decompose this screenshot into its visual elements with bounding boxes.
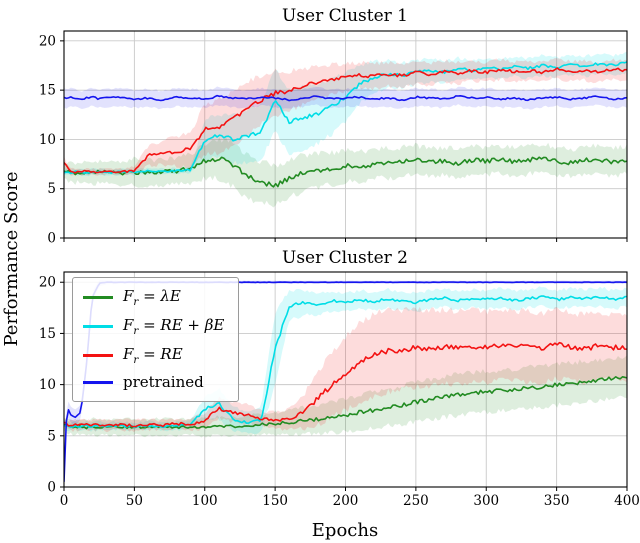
legend: Fr = λE Fr = RE + βE Fr = RE pretrained: [72, 277, 240, 402]
x-tick-label: 100: [192, 493, 218, 509]
line-fr-re: [64, 67, 627, 174]
x-tick-label: 300: [473, 493, 499, 509]
x-tick-label: 350: [544, 493, 570, 509]
x-tick-label: 150: [262, 493, 288, 509]
x-tick-label: 250: [403, 493, 429, 509]
y-tick-label: 5: [47, 428, 56, 444]
legend-label-fr-re-beta-e: Fr = RE + βE: [123, 315, 225, 337]
legend-item: Fr = RE + βE: [83, 315, 224, 339]
x-axis-label: Epochs: [312, 520, 378, 541]
y-tick-label: 0: [47, 231, 56, 247]
x-tick-label: 200: [333, 493, 359, 509]
legend-swatch-fr-re: [83, 353, 113, 357]
x-tick-label: 50: [126, 493, 143, 509]
line-fr-re: [64, 341, 627, 428]
legend-label-fr-re: Fr = RE: [123, 344, 183, 366]
legend-swatch-fr-re-beta-e: [83, 325, 113, 329]
legend-swatch-fr-lambda-e: [83, 296, 113, 300]
y-tick-label: 0: [47, 480, 56, 496]
band-fr-re: [64, 306, 627, 433]
band-fr-lambda-e: [64, 355, 627, 438]
line-pretrained: [64, 94, 627, 102]
y-tick-label: 10: [39, 132, 56, 148]
y-tick-label: 15: [39, 83, 56, 99]
legend-item: Fr = λE: [83, 286, 224, 310]
subplot1-title: User Cluster 1: [282, 6, 408, 26]
band-fr-re: [64, 58, 627, 176]
x-tick-label: 400: [614, 493, 640, 509]
series-group: [64, 51, 627, 208]
band-fr-lambda-e: [64, 137, 627, 208]
band-fr-re-beta-e: [64, 51, 627, 177]
x-tick-label: 0: [60, 493, 69, 509]
legend-label-pretrained: pretrained: [123, 373, 204, 392]
y-tick-label: 20: [39, 33, 56, 49]
legend-label-fr-lambda-e: Fr = λE: [123, 287, 181, 308]
y-tick-label: 20: [39, 275, 56, 291]
y-tick-label: 5: [47, 181, 56, 197]
y-tick-label: 15: [39, 326, 56, 342]
y-axis-label: Performance Score: [1, 171, 22, 346]
band-fr-re-beta-e: [64, 286, 627, 435]
line-fr-re-beta-e: [64, 295, 627, 429]
subplot2-title: User Cluster 2: [282, 248, 408, 268]
legend-item: Fr = RE: [83, 344, 224, 368]
legend-item: pretrained: [83, 372, 224, 392]
legend-swatch-pretrained: [83, 380, 113, 384]
series-group: [64, 280, 627, 487]
y-tick-label: 10: [39, 377, 56, 393]
line-fr-lambda-e: [64, 376, 627, 430]
